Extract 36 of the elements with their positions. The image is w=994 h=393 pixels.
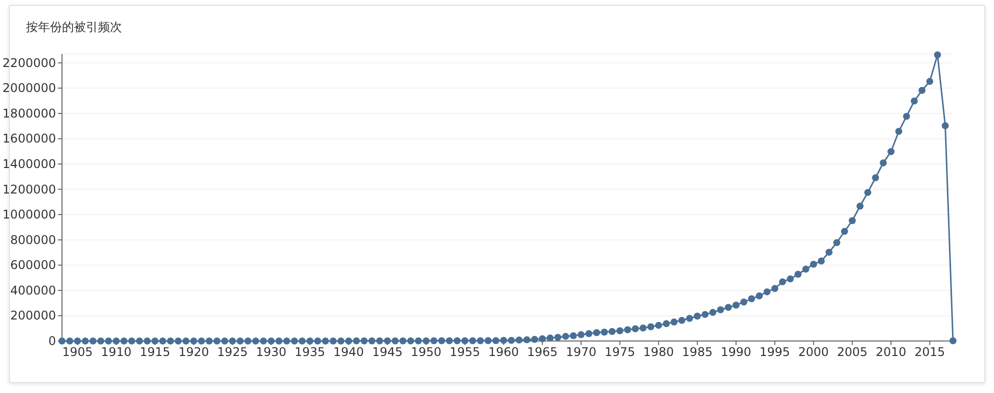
x-tick-label: 1955 (450, 345, 480, 359)
y-tick-label: 0 (48, 334, 56, 348)
y-tick-label: 2200000 (2, 56, 56, 70)
y-tick-label: 1000000 (2, 208, 56, 222)
x-tick-label: 1995 (760, 345, 790, 359)
x-tick-label: 1910 (100, 345, 132, 359)
x-tick-label: 1960 (488, 345, 519, 359)
x-tick-label: 1975 (604, 345, 636, 359)
x-tick-label: 2015 (914, 345, 946, 359)
y-tick-label: 1400000 (2, 156, 56, 171)
y-tick-label: 600000 (10, 258, 56, 272)
y-tick-label: 1600000 (2, 132, 56, 146)
x-tick-label: 1905 (62, 345, 93, 359)
x-tick-label: 1970 (566, 345, 596, 359)
x-tick-label: 1925 (217, 345, 248, 359)
y-tick-label: 400000 (10, 283, 56, 298)
x-tick-label: 1980 (643, 345, 674, 359)
x-tick-label: 1985 (682, 345, 713, 359)
x-tick-label: 1965 (527, 345, 558, 359)
x-tick-label: 1940 (333, 345, 364, 359)
x-tick-label: 1935 (294, 345, 326, 359)
y-tick-label: 1200000 (2, 182, 56, 196)
y-tick-label: 200000 (10, 308, 56, 323)
chart-title: 按年份的被引频次 (26, 20, 122, 34)
x-tick-label: 1990 (720, 345, 752, 359)
x-tick-label: 2000 (798, 345, 829, 359)
x-tick-label: 1920 (178, 345, 209, 359)
x-tick-label: 1950 (410, 345, 442, 359)
y-tick-label: 800000 (10, 232, 56, 247)
x-tick-label: 1945 (372, 345, 403, 359)
x-tick-label: 2005 (837, 345, 868, 359)
x-tick-label: 1930 (256, 345, 286, 359)
y-tick-label: 1800000 (2, 106, 56, 120)
y-tick-label: 2000000 (2, 81, 56, 96)
x-tick-label: 2010 (876, 345, 906, 359)
x-tick-label: 1915 (140, 345, 170, 359)
